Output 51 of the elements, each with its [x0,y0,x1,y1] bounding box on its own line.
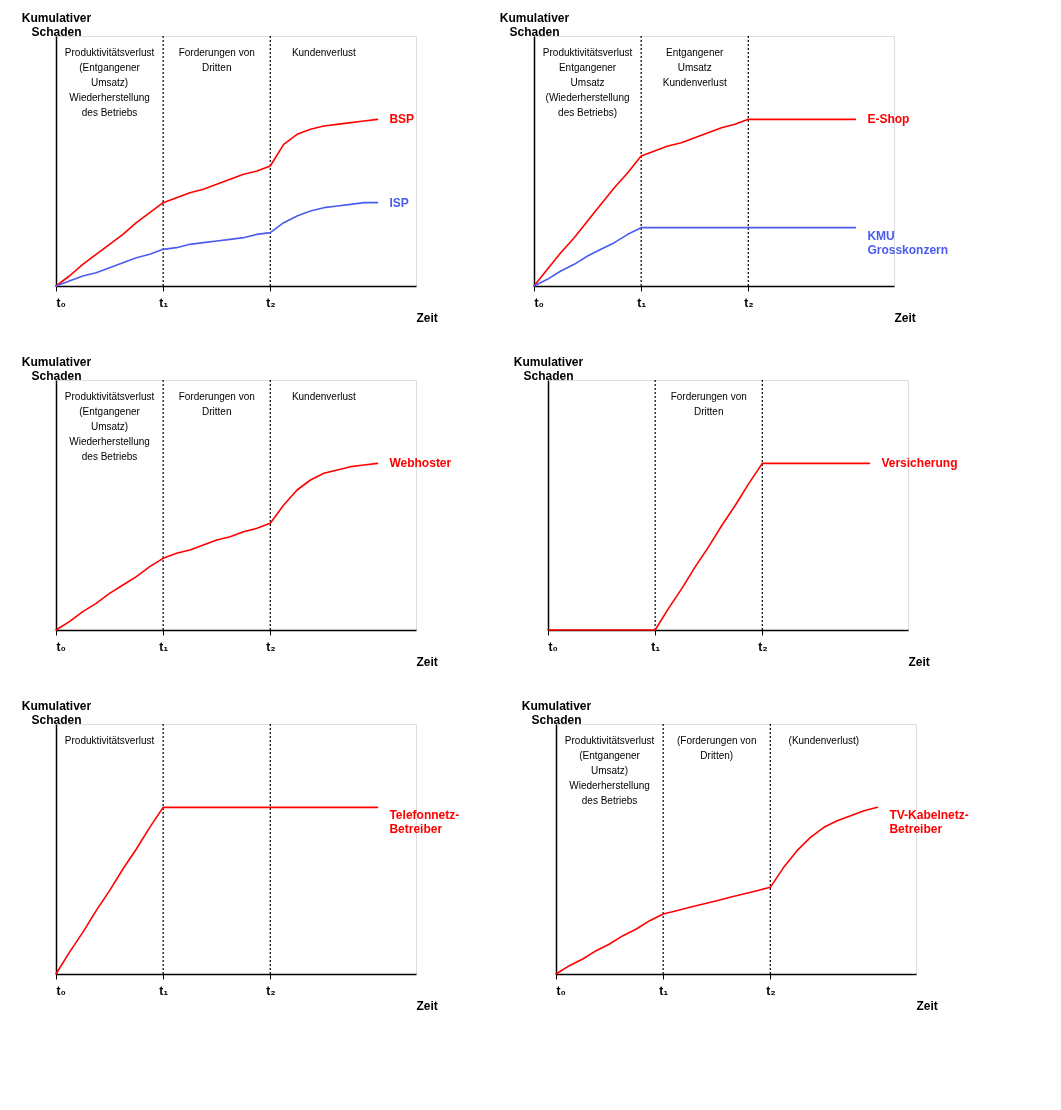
x-tick-label: t₀ [56,295,66,310]
y-axis-title: Kumulativer Schaden [513,354,584,383]
text: Produktivitätsverlust (Entgangener Umsatz) Wiederherstellung des Betriebs [64,47,155,118]
text: (Forderungen von Dritten) [676,735,757,761]
y-axis-title: Kumulativer Schaden [521,698,592,727]
x-tick-label: t₂ [758,639,768,654]
x-tick-label: t₂ [744,295,754,310]
text: Entgangener Umsatz Kundenverlust [662,47,727,88]
series-label: TV-Kabelnetz- Betreiber [889,808,969,837]
text: (Kundenverlust) [788,735,860,746]
x-axis-title: Zeit [894,310,916,325]
x-tick-label: t₀ [548,639,558,654]
series-label: BSP [389,112,415,127]
x-tick-label: t₁ [637,295,647,310]
x-tick-label: t₁ [659,983,669,998]
text: Forderungen von Dritten [178,47,255,73]
x-tick-label: t₀ [56,639,66,654]
x-tick-label: t₂ [266,295,276,310]
y-axis-title: Kumulativer Schaden [21,354,92,383]
text: Kundenverlust [291,391,357,402]
x-tick-label: t₁ [159,983,169,998]
x-tick-label: t₂ [266,639,276,654]
series-label: KMU Grosskonzern [867,228,949,257]
x-axis-title: Zeit [416,310,438,325]
x-tick-label: t₀ [534,295,544,310]
text: Produktivitätsverlust (Entgangener Umsatz) Wiederherstellung des Betriebs [564,735,655,806]
x-axis-title: Zeit [916,998,938,1013]
text: Forderungen von Dritten [670,391,747,417]
series-label: E-Shop [867,112,910,127]
series-label: Versicherung [881,456,958,471]
text: Produktivitätsverlust Entgangener Umsatz (Wiederherstellung des Betriebs) [542,47,633,118]
series-label: Telefonnetz- Betreiber [389,808,460,837]
y-axis-title: Kumulativer Schaden [21,10,92,39]
y-axis-title: Kumulativer Schaden [499,10,570,39]
x-tick-label: t₁ [159,295,169,310]
text: Produktivitätsverlust (Entgangener Umsatz) Wiederherstellung des Betriebs [64,391,155,462]
x-tick-label: t₀ [56,983,66,998]
x-tick-label: t₁ [159,639,169,654]
x-axis-title: Zeit [908,654,930,669]
x-axis-title: Zeit [416,998,438,1013]
y-axis-title: Kumulativer Schaden [21,698,92,727]
x-axis-title: Zeit [416,654,438,669]
series-label: Webhoster [389,456,452,471]
x-tick-label: t₀ [556,983,566,998]
text: Produktivitätsverlust [64,735,155,746]
x-tick-label: t₂ [266,983,276,998]
text: Forderungen von Dritten [178,391,255,417]
text: Kundenverlust [291,47,357,58]
x-tick-label: t₁ [651,639,661,654]
series-label: ISP [389,195,409,210]
x-tick-label: t₂ [766,983,776,998]
